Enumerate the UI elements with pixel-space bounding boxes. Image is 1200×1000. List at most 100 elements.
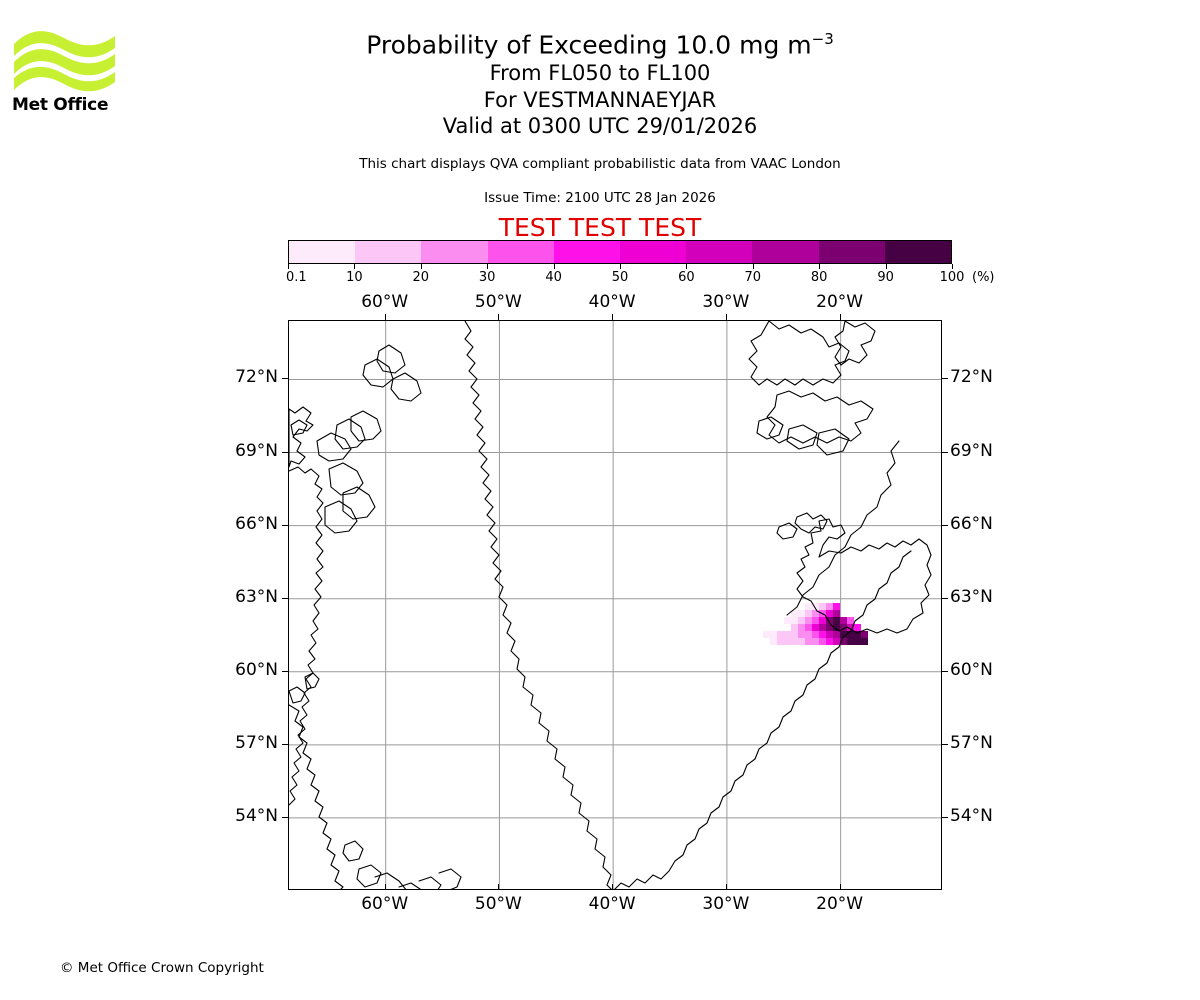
ash-cell-24 [840, 638, 847, 645]
lat-label-right-69°N: 69°N [950, 440, 993, 461]
colorbar-bands [288, 240, 952, 264]
colorbar-tick-0 [288, 264, 289, 269]
issue-time: Issue Time: 2100 UTC 28 Jan 2026 [484, 190, 716, 206]
colorbar-tick-labels: 0.1 10 20 30 40 50 60 70 80 90 100 [230, 270, 1030, 288]
longitude-labels-top: 60°W 50°W 40°W 30°W 20°W [288, 292, 942, 314]
ash-cell-35 [840, 624, 847, 631]
lat-tickmark [942, 597, 948, 599]
copyright-text: © Met Office Crown Copyright [60, 960, 264, 976]
colorbar-tick-label-10: 10 [346, 270, 363, 285]
lon-tickmark [612, 884, 614, 890]
ash-cell-20 [812, 638, 819, 645]
lat-tickmark [282, 524, 288, 526]
lon-label-20°W: 20°W [816, 894, 864, 914]
colorbar-band-1 [355, 241, 422, 263]
ash-cell-32 [819, 624, 826, 631]
colorbar-tick-label-90: 90 [877, 270, 894, 285]
ash-cell-17 [791, 638, 798, 645]
ash-cell-40 [812, 617, 819, 624]
ash-cell-30 [805, 624, 812, 631]
ash-cell-45 [847, 617, 854, 624]
colorbar-band-0 [289, 241, 356, 263]
lat-tickmark [282, 378, 288, 380]
ash-cell-4 [791, 631, 798, 638]
colorbar-tick-4 [553, 264, 555, 269]
ash-cell-23 [833, 638, 840, 645]
ash-cell-42 [826, 617, 833, 624]
ash-cell-1 [770, 631, 777, 638]
page-title: Probability of Exceeding 10.0 mg m−3 [0, 24, 1200, 60]
lon-label-60°W: 60°W [361, 894, 409, 914]
colorbar-tick-9 [885, 264, 887, 269]
lat-tickmark [942, 743, 948, 745]
colorbar-tick-label-40: 40 [545, 270, 562, 285]
lat-label-left-66°N: 66°N [235, 513, 278, 534]
lat-label-right-72°N: 72°N [950, 367, 993, 388]
ash-cell-27 [861, 638, 868, 645]
lat-tickmark [942, 670, 948, 672]
lat-tickmark [282, 816, 288, 818]
colorbar-band-7 [752, 241, 819, 263]
lat-label-right-66°N: 66°N [950, 513, 993, 534]
ash-probability-layer [763, 603, 868, 645]
ash-cell-57 [791, 610, 798, 617]
colorbar-tick-label-70: 70 [744, 270, 762, 285]
ash-cell-52 [805, 603, 812, 610]
lon-tickmark [498, 314, 500, 320]
ash-cell-28 [791, 624, 798, 631]
ash-cell-56 [833, 603, 840, 610]
ash-cell-7 [812, 631, 819, 638]
colorbar-band-4 [553, 241, 621, 263]
colorbar-tick-label-0.1: 0.1 [286, 270, 307, 285]
ash-cell-36 [847, 624, 854, 631]
ash-cell-33 [826, 624, 833, 631]
colorbar-band-8 [818, 241, 885, 263]
lon-label-50°W: 50°W [474, 292, 522, 312]
test-banner: TEST TEST TEST [498, 213, 702, 242]
ash-cell-50 [826, 610, 833, 617]
lat-tickmark [282, 597, 288, 599]
ash-cell-19 [805, 638, 812, 645]
lat-label-right-63°N: 63°N [950, 586, 993, 607]
main-title-text: Probability of Exceeding 10.0 mg m [366, 30, 812, 60]
ash-cell-38 [798, 617, 805, 624]
ash-cell-53 [812, 603, 819, 610]
lon-tickmark [839, 884, 841, 890]
ash-cell-16 [784, 638, 791, 645]
lon-tickmark [725, 314, 727, 320]
ash-cell-10 [833, 631, 840, 638]
colorbar-band-3 [487, 241, 554, 263]
ash-cell-43 [833, 617, 840, 624]
colorbar-tick-label-20: 20 [412, 270, 430, 285]
subtitle-flight-levels: From FL050 to FL100 [489, 61, 711, 86]
lat-tickmark [942, 524, 948, 526]
lon-label-60°W: 60°W [361, 292, 409, 312]
ash-cell-54 [819, 603, 826, 610]
ash-cell-55 [826, 603, 833, 610]
colorbar-tick-2 [420, 264, 422, 269]
ash-cell-48 [812, 610, 819, 617]
ash-cell-31 [812, 624, 819, 631]
ash-cell-47 [805, 610, 812, 617]
ash-cell-15 [777, 638, 784, 645]
lat-tickmark [282, 451, 288, 453]
ash-cell-18 [798, 638, 805, 645]
colorbar-tick-5 [620, 264, 621, 269]
lat-label-right-54°N: 54°N [950, 805, 993, 826]
ash-cell-59 [791, 617, 798, 624]
ash-cell-2 [777, 631, 784, 638]
ash-cell-14 [770, 638, 777, 645]
lat-tickmark [282, 670, 288, 672]
ash-cell-41 [819, 617, 826, 624]
lon-tickmark [725, 884, 727, 890]
lon-label-50°W: 50°W [474, 894, 522, 914]
lon-label-40°W: 40°W [588, 894, 636, 914]
colorbar [288, 240, 952, 264]
colorbar-tick-8 [819, 264, 821, 269]
lon-tickmark [498, 884, 500, 890]
ash-cell-29 [798, 624, 805, 631]
ash-cell-26 [854, 638, 861, 645]
ash-cell-12 [847, 631, 854, 638]
lon-label-30°W: 30°W [702, 894, 750, 914]
lat-tickmark [942, 451, 948, 453]
